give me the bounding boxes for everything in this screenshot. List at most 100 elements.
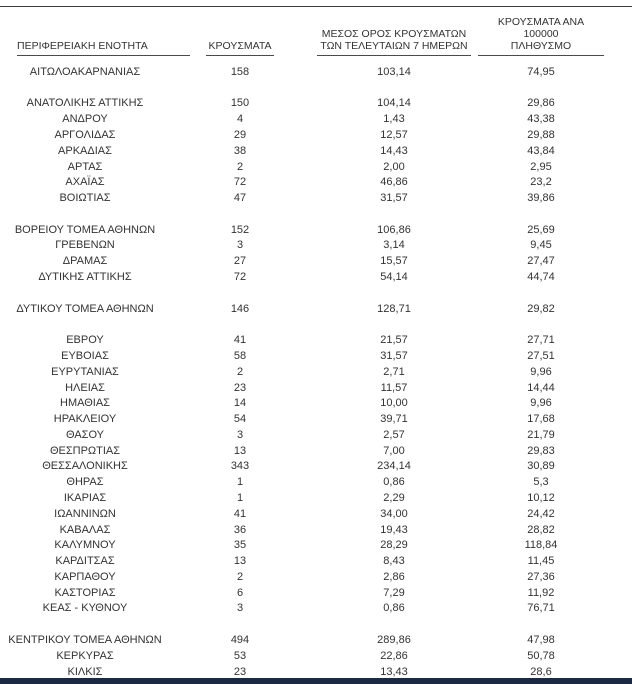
- avg7-cell: 15,57: [380, 255, 408, 268]
- per100k-cell: 9,96: [530, 365, 552, 378]
- avg7-cell: 289,86: [377, 634, 411, 647]
- avg7-cell: 31,57: [380, 349, 408, 362]
- per100k-cell: 29,88: [527, 129, 555, 142]
- avg7-cell: 2,57: [383, 428, 405, 441]
- cases-cell: 13: [233, 555, 247, 568]
- region-cell: ΚΑΡΔΙΤΣΑΣ: [55, 555, 115, 568]
- region-cell: ΚΕΡΚΥΡΑΣ: [56, 649, 114, 662]
- cases-cell: 23: [233, 381, 247, 394]
- table-row: ΕΒΡΟΥ 41 21,57 27,71: [0, 332, 604, 348]
- avg7-cell: 34,00: [380, 507, 408, 520]
- region-cell: ΚΑΡΠΑΘΟΥ: [54, 570, 116, 583]
- region-cell: ΗΛΕΙΑΣ: [65, 381, 105, 394]
- avg7-cell: 2,00: [383, 160, 405, 173]
- cases-cell: 29: [233, 129, 247, 142]
- table-row: ΑΡΤΑΣ 2 2,00 2,95: [0, 159, 604, 175]
- region-cell: ΑΡΤΑΣ: [67, 160, 103, 173]
- cases-cell: 158: [230, 65, 250, 78]
- table-row: ΚΕΝΤΡΙΚΟΥ ΤΟΜΕΑ ΑΘΗΝΩΝ 494 289,86 47,98: [0, 632, 604, 648]
- avg7-cell: 22,86: [380, 649, 408, 662]
- column-header-per100k-line1: ΚΡΟΥΣΜΑΤΑ ΑΝΑ 100000: [497, 16, 585, 40]
- region-cell: ΑΙΤΩΛΟΑΚΑΡΝΑΝΙΑΣ: [29, 65, 141, 78]
- region-cell: ΕΥΒΟΙΑΣ: [61, 349, 109, 362]
- region-cell: ΚΕΑΣ - ΚΥΘΝΟΥ: [42, 602, 128, 615]
- cases-cell: 146: [230, 302, 250, 315]
- cases-cell: 47: [233, 192, 247, 205]
- region-cell: ΔΡΑΜΑΣ: [62, 255, 108, 268]
- table-row: ΕΥΡΥΤΑΝΙΑΣ 2 2,71 9,96: [0, 364, 604, 380]
- column-header-cases: ΚΡΟΥΣΜΑΤΑ: [170, 40, 310, 56]
- region-cell: ΚΑΣΤΟΡΙΑΣ: [54, 586, 116, 599]
- region-cell: ΚΑΛΥΜΝΟΥ: [54, 539, 116, 552]
- per100k-cell: 76,71: [527, 602, 555, 615]
- cases-cell: 38: [233, 144, 247, 157]
- cases-cell: 58: [233, 349, 247, 362]
- avg7-cell: 14,43: [380, 144, 408, 157]
- column-header-avg7: ΜΕΣΟΣ ΟΡΟΣ ΚΡΟΥΣΜΑΤΩΝ ΤΩΝ ΤΕΛΕΥΤΑΙΩΝ 7 Η…: [310, 28, 478, 56]
- column-header-region-label: ΠΕΡΙΦΕΡΕΙΑΚΗ ΕΝΟΤΗΤΑ: [17, 40, 148, 52]
- region-cell: ΑΡΚΑΔΙΑΣ: [58, 144, 112, 157]
- avg7-cell: 0,86: [383, 476, 405, 489]
- per100k-cell: 50,78: [527, 649, 555, 662]
- region-cell: ΗΡΑΚΛΕΙΟΥ: [53, 413, 117, 426]
- table-row: ΑΡΚΑΔΙΑΣ 38 14,43 43,84: [0, 143, 604, 159]
- cases-cell: 23: [233, 665, 247, 678]
- table-row: ΑΙΤΩΛΟΑΚΑΡΝΑΝΙΑΣ 158 103,14 74,95: [0, 64, 604, 80]
- per100k-cell: 30,89: [527, 460, 555, 473]
- column-header-per100k: ΚΡΟΥΣΜΑΤΑ ΑΝΑ 100000 ΠΛΗΘΥΣΜΟ: [478, 16, 604, 56]
- per100k-cell: 29,82: [527, 302, 555, 315]
- table-row: ΔΡΑΜΑΣ 27 15,57 27,47: [0, 253, 604, 269]
- cases-cell: 343: [230, 460, 250, 473]
- per100k-cell: 9,45: [530, 239, 552, 252]
- table-row: ΒΟΡΕΙΟΥ ΤΟΜΕΑ ΑΘΗΝΩΝ 152 106,86 25,69: [0, 222, 604, 238]
- spacer-row: [0, 317, 604, 333]
- table-row: ΑΡΓΟΛΙΔΑΣ 29 12,57 29,88: [0, 127, 604, 143]
- per100k-cell: 5,3: [533, 476, 549, 489]
- per100k-cell: 28,6: [530, 665, 552, 678]
- avg7-cell: 106,86: [377, 223, 411, 236]
- table-row: ΗΜΑΘΙΑΣ 14 10,00 9,96: [0, 395, 604, 411]
- per100k-cell: 27,51: [527, 349, 555, 362]
- table-header-row: ΠΕΡΙΦΕΡΕΙΑΚΗ ΕΝΟΤΗΤΑ ΚΡΟΥΣΜΑΤΑ ΜΕΣΟΣ ΟΡΟ…: [0, 14, 604, 56]
- per100k-cell: 28,82: [527, 523, 555, 536]
- per100k-cell: 17,68: [527, 413, 555, 426]
- cases-cell: 3: [236, 602, 244, 615]
- table-row: ΕΥΒΟΙΑΣ 58 31,57 27,51: [0, 348, 604, 364]
- avg7-cell: 21,57: [380, 334, 408, 347]
- cases-cell: 36: [233, 523, 247, 536]
- per100k-cell: 74,95: [527, 65, 555, 78]
- column-header-avg7-line1: ΜΕΣΟΣ ΟΡΟΣ ΚΡΟΥΣΜΑΤΩΝ: [321, 28, 467, 40]
- region-cell: ΚΑΒΑΛΑΣ: [59, 523, 111, 536]
- table-row: ΚΙΛΚΙΣ 23 13,43 28,6: [0, 664, 604, 680]
- avg7-cell: 11,57: [380, 381, 408, 394]
- avg7-cell: 104,14: [377, 97, 411, 110]
- per100k-cell: 43,38: [527, 113, 555, 126]
- spacer-row: [0, 616, 604, 632]
- table-body: ΑΙΤΩΛΟΑΚΑΡΝΑΝΙΑΣ 158 103,14 74,95 ΑΝΑΤΟΛΙΚΗΣ…: [0, 64, 604, 679]
- avg7-cell: 1,43: [383, 113, 405, 126]
- cases-cell: 35: [233, 539, 247, 552]
- avg7-cell: 2,86: [383, 570, 405, 583]
- table-row: ΑΝΑΤΟΛΙΚΗΣ ΑΤΤΙΚΗΣ 150 104,14 29,86: [0, 96, 604, 112]
- region-cell: ΒΟΡΕΙΟΥ ΤΟΜΕΑ ΑΘΗΝΩΝ: [14, 223, 156, 236]
- per100k-cell: 27,47: [527, 255, 555, 268]
- table-row: ΚΑΡΠΑΘΟΥ 2 2,86 27,36: [0, 569, 604, 585]
- cases-cell: 4: [236, 113, 244, 126]
- avg7-cell: 31,57: [380, 192, 408, 205]
- per100k-cell: 24,42: [527, 507, 555, 520]
- column-header-per100k-line2: ΠΛΗΘΥΣΜΟ: [510, 40, 572, 52]
- cases-cell: 2: [236, 570, 244, 583]
- per100k-cell: 29,86: [527, 97, 555, 110]
- cases-cell: 1: [236, 491, 244, 504]
- region-cell: ΔΥΤΙΚΟΥ ΤΟΜΕΑ ΑΘΗΝΩΝ: [16, 302, 154, 315]
- avg7-cell: 39,71: [380, 413, 408, 426]
- cases-cell: 2: [236, 365, 244, 378]
- cases-cell: 41: [233, 334, 247, 347]
- cases-table: ΠΕΡΙΦΕΡΕΙΑΚΗ ΕΝΟΤΗΤΑ ΚΡΟΥΣΜΑΤΑ ΜΕΣΟΣ ΟΡΟ…: [0, 14, 604, 679]
- table-row: ΙΚΑΡΙΑΣ 1 2,29 10,12: [0, 490, 604, 506]
- region-cell: ΕΒΡΟΥ: [66, 334, 104, 347]
- cases-cell: 494: [230, 634, 250, 647]
- column-header-cases-label: ΚΡΟΥΣΜΑΤΑ: [208, 40, 272, 52]
- region-cell: ΑΝΔΡΟΥ: [62, 113, 108, 126]
- avg7-cell: 28,29: [380, 539, 408, 552]
